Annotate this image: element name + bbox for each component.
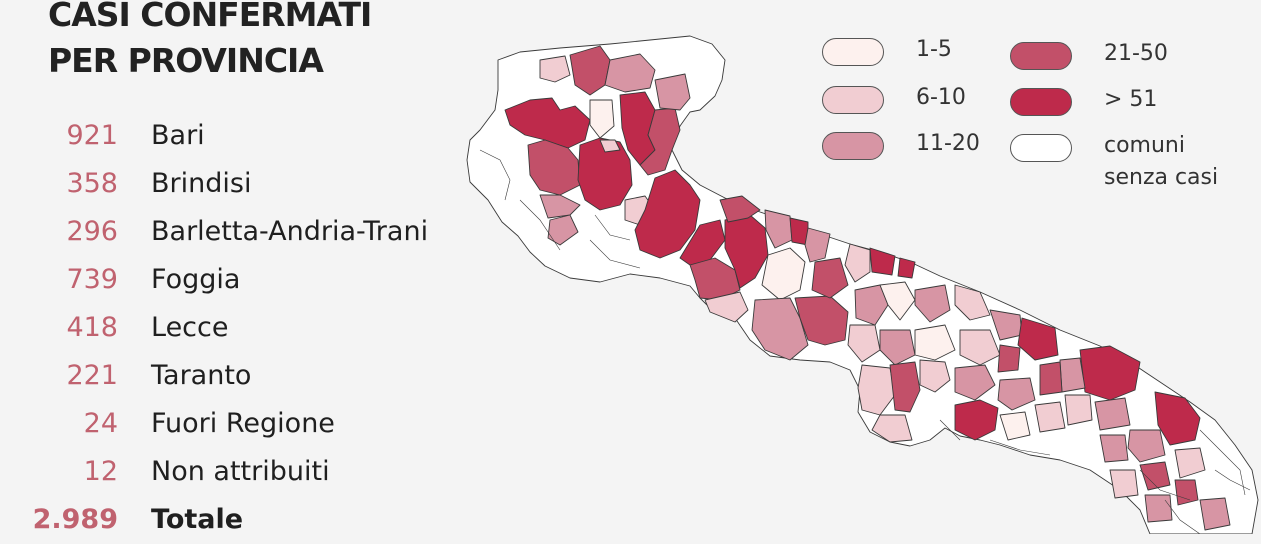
page-title: CASI CONFERMATI PER PROVINCIA (48, 0, 428, 84)
province-name: Brindisi (151, 168, 252, 199)
legend-swatch (822, 38, 884, 66)
cases-table: 921 Bari 358 Brindisi 296 Barletta-Andri… (0, 112, 460, 544)
legend-label: 6-10 (916, 85, 966, 110)
province-row-bari: 921 Bari (0, 112, 460, 160)
province-value: 358 (66, 168, 118, 199)
title-line-2: PER PROVINCIA (48, 41, 324, 80)
legend-label: 21-50 (1104, 41, 1168, 66)
legend-label: > 51 (1104, 87, 1158, 112)
province-row-fuori-regione: 24 Fuori Regione (0, 400, 460, 448)
legend-label: 11-20 (916, 131, 980, 156)
legend-swatch (822, 86, 884, 114)
legend-label: 1-5 (916, 37, 952, 62)
province-name: Fuori Regione (151, 408, 335, 439)
legend-swatch (1010, 42, 1072, 70)
legend-label-line1: comuni (1104, 133, 1185, 158)
province-name: Non attribuiti (151, 456, 330, 487)
province-name: Bari (151, 120, 205, 151)
province-row-bat: 296 Barletta-Andria-Trani (0, 208, 460, 256)
total-row: 2.989 Totale (0, 496, 460, 544)
legend-swatch (1010, 134, 1072, 162)
province-name: Barletta-Andria-Trani (151, 216, 429, 247)
province-value: 418 (66, 312, 118, 343)
province-value: 921 (66, 120, 118, 151)
province-row-lecce: 418 Lecce (0, 304, 460, 352)
province-value: 221 (66, 360, 118, 391)
legend-label-line2: senza casi (1104, 165, 1219, 190)
province-value: 24 (83, 408, 118, 439)
total-value: 2.989 (32, 504, 118, 535)
province-value: 739 (66, 264, 118, 295)
province-row-brindisi: 358 Brindisi (0, 160, 460, 208)
province-row-non-attribuiti: 12 Non attribuiti (0, 448, 460, 496)
province-name: Foggia (151, 264, 241, 295)
province-row-foggia: 739 Foggia (0, 256, 460, 304)
province-value: 296 (66, 216, 118, 247)
province-value: 12 (83, 456, 118, 487)
province-name: Taranto (151, 360, 252, 391)
puglia-choropleth-map (466, 35, 1259, 534)
province-row-taranto: 221 Taranto (0, 352, 460, 400)
legend-swatch (1010, 88, 1072, 116)
title-line-1: CASI CONFERMATI (48, 0, 372, 34)
province-name: Lecce (151, 312, 229, 343)
total-label: Totale (151, 504, 244, 535)
legend-swatch (822, 132, 884, 160)
map-legend: 1-5 6-10 11-20 21-50 > 51 comuni senza c… (822, 37, 1252, 208)
